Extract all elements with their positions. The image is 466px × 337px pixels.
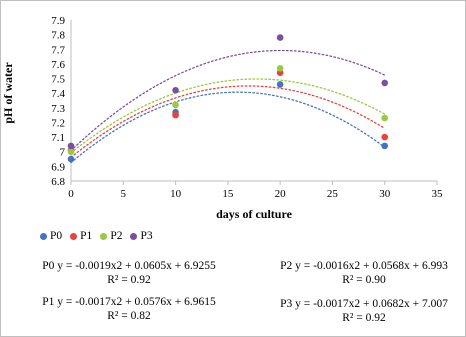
point-p0-day-30 bbox=[381, 142, 389, 150]
x-tick-label: 20 bbox=[275, 188, 287, 200]
equation-p1-r2: R² = 0.82 bbox=[107, 310, 151, 322]
equation-p0: P0 y = -0.0019x2 + 0.0605x + 6.9255 R² =… bbox=[24, 259, 234, 287]
legend-item-p2: P2 bbox=[100, 230, 122, 242]
y-tick-label: 7.6 bbox=[51, 59, 65, 71]
y-tick-label: 6.9 bbox=[51, 161, 65, 173]
x-axis-label: days of culture bbox=[216, 207, 292, 221]
x-tick-label: 25 bbox=[327, 188, 339, 200]
y-tick-label: 7.8 bbox=[51, 30, 65, 42]
trendline-p3 bbox=[70, 49, 386, 152]
y-axis-label: pH of water bbox=[1, 62, 15, 124]
y-tick-label: 7.2 bbox=[51, 117, 65, 129]
legend-item-p0: P0 bbox=[40, 230, 62, 242]
point-p2-day-30 bbox=[381, 114, 389, 122]
y-tick-label: 7.3 bbox=[51, 103, 65, 115]
point-p2-day-10 bbox=[172, 101, 179, 109]
equation-p1-formula: P1 y = -0.0017x2 + 0.0576x + 6.9615 bbox=[42, 296, 216, 308]
equation-p2-formula: P2 y = -0.0016x2 + 0.0568x + 6.993 bbox=[280, 260, 448, 272]
y-tick-label: 6.8 bbox=[51, 176, 65, 188]
equation-p2-r2: R² = 0.90 bbox=[342, 274, 386, 286]
legend: P0 P1 P2 P3 bbox=[40, 230, 153, 242]
legend-label-p1: P1 bbox=[80, 230, 93, 242]
point-p3-day-30 bbox=[381, 79, 389, 87]
point-p3-day-0 bbox=[67, 142, 75, 150]
y-tick-label: 7 bbox=[60, 147, 66, 159]
legend-marker-p3 bbox=[130, 232, 138, 240]
equation-p1: P1 y = -0.0017x2 + 0.0576x + 6.9615 R² =… bbox=[24, 295, 234, 323]
point-p0-day-0 bbox=[67, 155, 75, 163]
equation-p0-r2: R² = 0.92 bbox=[107, 274, 151, 286]
legend-marker-p1 bbox=[70, 232, 78, 240]
legend-item-p1: P1 bbox=[70, 230, 92, 242]
equation-p0-formula: P0 y = -0.0019x2 + 0.0605x + 6.9255 bbox=[42, 260, 216, 272]
legend-marker-p0 bbox=[40, 232, 47, 240]
data-points bbox=[67, 34, 389, 163]
point-p3-day-10 bbox=[172, 86, 179, 94]
x-tick-label: 0 bbox=[68, 188, 74, 200]
x-tick-label: 15 bbox=[222, 188, 234, 200]
trendline-p2 bbox=[70, 78, 386, 154]
equation-p3-formula: P3 y = -0.0017x2 + 0.0682x + 7.007 bbox=[280, 298, 448, 310]
y-tick-label: 7.4 bbox=[51, 88, 65, 100]
y-tick-label: 7.1 bbox=[51, 132, 65, 144]
legend-label-p3: P3 bbox=[140, 230, 153, 242]
legend-label-p0: P0 bbox=[50, 230, 63, 242]
y-tick-label: 7.7 bbox=[51, 44, 65, 56]
equation-p2: P2 y = -0.0016x2 + 0.0568x + 6.993 R² = … bbox=[266, 259, 462, 287]
x-tick-label: 10 bbox=[170, 188, 182, 200]
point-p3-day-20 bbox=[276, 34, 284, 41]
legend-label-p2: P2 bbox=[110, 230, 123, 242]
point-p2-day-20 bbox=[276, 65, 284, 72]
point-p1-day-30 bbox=[381, 133, 389, 141]
point-p1-day-10 bbox=[172, 111, 179, 119]
x-tick-label: 35 bbox=[432, 188, 444, 200]
trendline-p0 bbox=[70, 91, 386, 164]
legend-marker-p2 bbox=[100, 232, 108, 240]
equation-p3-r2: R² = 0.92 bbox=[342, 312, 386, 324]
chart-axes: 6.8 6.9 7 7.1 7.2 7.3 7.4 7.5 7.6 7.7 7.8 7.9 0 5 10 15… bbox=[51, 15, 443, 200]
y-tick-label: 7.9 bbox=[51, 15, 65, 27]
x-tick-label: 5 bbox=[121, 188, 127, 200]
point-p2-day-0 bbox=[67, 148, 75, 156]
trendline-p1 bbox=[70, 85, 386, 159]
y-tick-label: 7.5 bbox=[51, 74, 65, 86]
trendlines bbox=[70, 49, 386, 164]
point-p0-day-20 bbox=[276, 81, 284, 88]
legend-item-p3: P3 bbox=[130, 230, 153, 242]
equation-p3: P3 y = -0.0017x2 + 0.0682x + 7.007 R² = … bbox=[266, 297, 462, 325]
x-tick-label: 30 bbox=[379, 188, 391, 200]
